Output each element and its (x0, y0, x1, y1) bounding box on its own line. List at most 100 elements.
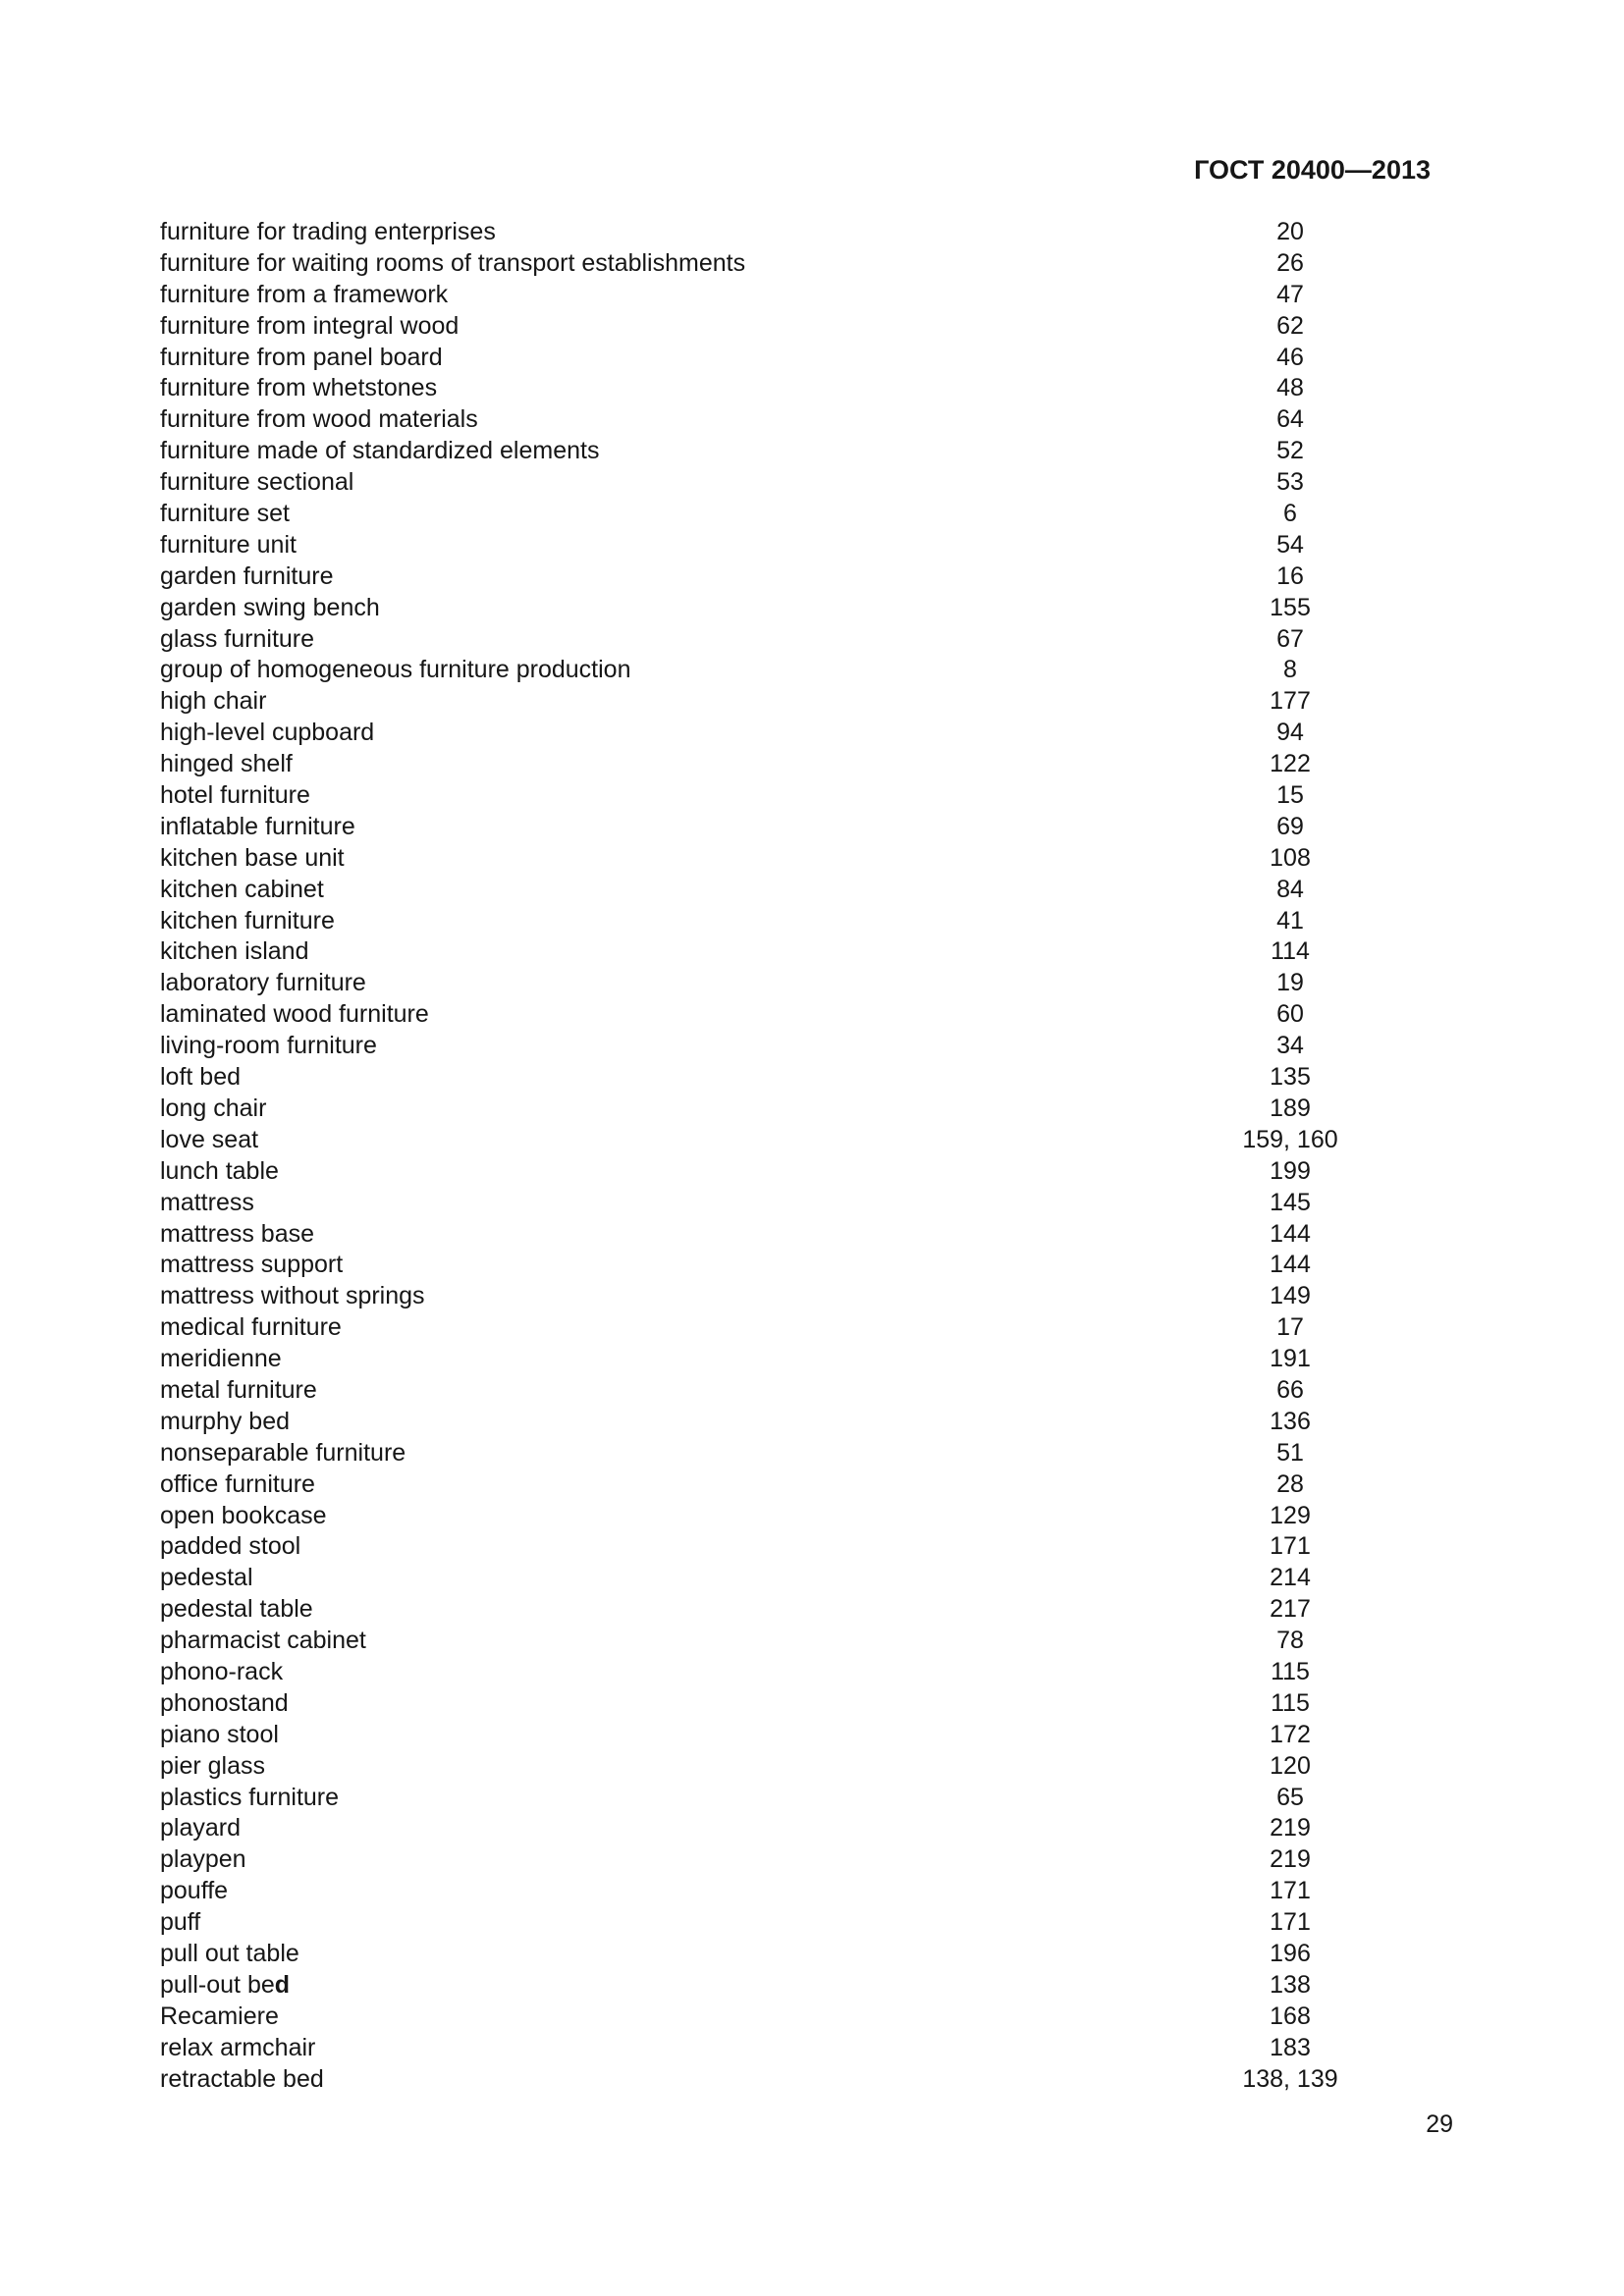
index-entry-term: office furniture (160, 1469, 315, 1498)
index-entry: mattress base 144 (160, 1219, 1393, 1251)
index-entry: group of homogeneous furniture productio… (160, 655, 1393, 686)
index-entry-pages: 217 (1270, 1595, 1311, 1624)
index-entry-term: piano stool (160, 1720, 279, 1748)
index-entry-term: meridienne (160, 1345, 282, 1373)
index-entry-term: laboratory furniture (160, 969, 366, 997)
index-entry-pages: 46 (1276, 343, 1304, 371)
index-entry-term: murphy bed (160, 1407, 291, 1435)
index-entry-pages: 66 (1276, 1375, 1304, 1404)
index-entry-pages: 214 (1270, 1564, 1311, 1592)
index-entry-pages: 84 (1276, 875, 1304, 903)
index-entry: office furniture 28 (160, 1469, 1393, 1501)
index-entry-term: plastics furniture (160, 1783, 340, 1811)
index-entry: medical furniture 17 (160, 1312, 1393, 1344)
index-entry: padded stool 171 (160, 1531, 1393, 1563)
index-entry-term: hinged shelf (160, 750, 293, 778)
index-entry-pages: 60 (1276, 1000, 1304, 1029)
index-entry-pages: 219 (1270, 1814, 1311, 1842)
index-entry-term: high-level cupboard (160, 719, 375, 747)
index-entry: furniture unit 54 (160, 530, 1393, 561)
index-entry-term: playard (160, 1814, 241, 1842)
index-entry: mattress 145 (160, 1188, 1393, 1219)
index-entry-pages: 138 (1270, 1970, 1311, 1999)
index-entry-term: padded stool (160, 1532, 301, 1561)
index-entry: pull-out bed 138 (160, 1970, 1393, 2002)
index-entry: high chair 177 (160, 686, 1393, 718)
index-entry-pages: 120 (1270, 1751, 1311, 1780)
index-entry: high-level cupboard 94 (160, 718, 1393, 749)
index-entry-term: kitchen cabinet (160, 875, 324, 903)
index-entry-pages: 183 (1270, 2033, 1311, 2061)
index-entry-pages: 26 (1276, 248, 1304, 277)
index-entry-pages: 41 (1276, 906, 1304, 934)
index-entry: playard 219 (160, 1813, 1393, 1844)
index-entry: piano stool 172 (160, 1720, 1393, 1751)
index-entry: phonostand 115 (160, 1688, 1393, 1720)
index-entry-term: playpen (160, 1845, 246, 1874)
index-entry-term: retractable bed (160, 2064, 324, 2093)
index-entry: furniture sectional 53 (160, 467, 1393, 499)
index-entry-pages: 28 (1276, 1469, 1304, 1498)
index-entry: inflatable furniture 69 (160, 812, 1393, 843)
index-entry: pier glass 120 (160, 1751, 1393, 1783)
index-entry: murphy bed 136 (160, 1407, 1393, 1438)
index-entry-term: furniture set (160, 500, 291, 528)
index-entry-pages: 51 (1276, 1438, 1304, 1467)
index-entry-term: puff (160, 1908, 201, 1937)
index-entry: kitchen furniture 41 (160, 906, 1393, 937)
index-entry-pages: 78 (1276, 1627, 1304, 1655)
index-entry-pages: 155 (1270, 593, 1311, 621)
index-entry-term: mattress base (160, 1219, 315, 1248)
index-entry-term: group of homogeneous furniture productio… (160, 656, 631, 684)
index-entry-pages: 20 (1276, 218, 1304, 245)
index-entry: pull out table 196 (160, 1939, 1393, 1970)
index-entry-term: inflatable furniture (160, 812, 355, 840)
index-entry-pages: 17 (1276, 1313, 1304, 1342)
index-entry-pages: 168 (1270, 2002, 1311, 2030)
index-entry-pages: 144 (1270, 1251, 1311, 1279)
index-entry-pages: 136 (1270, 1407, 1311, 1435)
index-entry: kitchen base unit 108 (160, 843, 1393, 875)
index-entry: pouffe 171 (160, 1876, 1393, 1907)
index-entry-pages: 94 (1276, 719, 1304, 747)
index-entry: garden furniture 16 (160, 561, 1393, 593)
index-entry: Recamiere 168 (160, 2002, 1393, 2033)
index-entry-term: love seat (160, 1125, 259, 1153)
index-entry: hotel furniture 15 (160, 780, 1393, 812)
index-entry: meridienne 191 (160, 1344, 1393, 1375)
index-entry: glass furniture 67 (160, 624, 1393, 656)
index-entry: garden swing bench 155 (160, 593, 1393, 624)
index-entry: kitchen island 114 (160, 936, 1393, 968)
index-entry-pages: 122 (1270, 750, 1311, 778)
index-entry-pages: 54 (1276, 530, 1304, 559)
index-entry-pages: 115 (1271, 1657, 1310, 1685)
index-entry: hinged shelf 122 (160, 749, 1393, 780)
index-entry-term: Recamiere (160, 2002, 279, 2030)
index-entry: relax armchair 183 (160, 2033, 1393, 2064)
index-entry-term: pedestal table (160, 1595, 313, 1624)
index-entry-term: glass furniture (160, 624, 315, 653)
index-entry-pages: 114 (1271, 937, 1310, 966)
index-entry: puff 171 (160, 1907, 1393, 1939)
index-entry-term: furniture for trading enterprises (160, 218, 496, 245)
index-entry-pages: 6 (1283, 500, 1297, 528)
standard-number-header: ГОСТ 20400—2013 (1194, 155, 1431, 185)
index-entry-pages: 189 (1270, 1094, 1311, 1122)
index-entry: retractable bed 138, 139 (160, 2064, 1393, 2096)
index-entry: plastics furniture 65 (160, 1783, 1393, 1814)
index-entry-term: phono-rack (160, 1657, 284, 1685)
index-entry-term: furniture from panel board (160, 343, 443, 371)
index-entry-term: high chair (160, 687, 267, 716)
alphabetical-index-list: furniture for trading enterprises 20 furni… (160, 217, 1393, 2095)
index-entry-pages: 145 (1270, 1188, 1311, 1216)
index-entry-pages: 34 (1276, 1032, 1304, 1060)
index-entry-term: furniture from whetstones (160, 374, 438, 402)
index-entry: loft bed 135 (160, 1062, 1393, 1094)
index-entry: furniture for waiting rooms of transport… (160, 248, 1393, 280)
index-entry-term: pedestal (160, 1564, 253, 1592)
index-entry-pages: 65 (1276, 1783, 1304, 1811)
index-entry: living-room furniture 34 (160, 1031, 1393, 1062)
index-entry-pages: 171 (1270, 1877, 1311, 1905)
index-entry-term: furniture for waiting rooms of transport… (160, 248, 746, 277)
